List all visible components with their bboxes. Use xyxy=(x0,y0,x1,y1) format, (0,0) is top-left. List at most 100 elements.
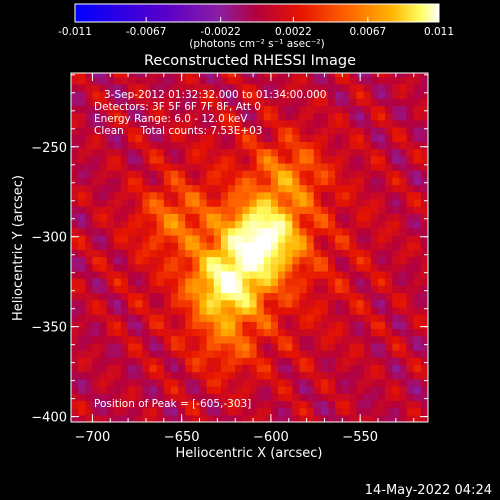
heatmap-cell xyxy=(163,98,172,106)
heatmap-cell xyxy=(235,407,243,416)
heatmap-cell xyxy=(128,148,136,157)
heatmap-cell xyxy=(263,357,272,366)
heatmap-cell xyxy=(220,98,229,106)
heatmap-cell xyxy=(413,83,422,92)
heatmap-cell xyxy=(256,306,265,315)
heatmap-cell xyxy=(235,357,243,366)
heatmap-cell xyxy=(199,386,208,394)
heatmap-cell xyxy=(413,342,422,351)
heatmap-cell xyxy=(320,256,329,265)
heatmap-cell xyxy=(199,242,208,250)
heatmap-cell xyxy=(106,213,115,222)
heatmap-cell xyxy=(292,357,301,366)
heatmap-cell xyxy=(292,414,301,422)
heatmap-cell xyxy=(92,184,101,193)
heatmap-cell xyxy=(313,249,322,258)
heatmap-cell xyxy=(228,83,236,92)
heatmap-cell xyxy=(335,278,343,286)
heatmap-cell xyxy=(263,155,272,164)
heatmap-cell xyxy=(185,328,193,337)
heatmap-cell xyxy=(413,371,422,380)
heatmap-cell xyxy=(349,242,358,250)
heatmap-cell xyxy=(135,263,143,272)
heatmap-cell xyxy=(156,393,165,402)
heatmap-cell xyxy=(392,112,401,121)
heatmap-cell xyxy=(399,148,408,157)
heatmap-cell xyxy=(163,83,172,92)
heatmap-cell xyxy=(413,206,422,214)
heatmap-cell xyxy=(220,285,229,294)
heatmap-cell xyxy=(106,292,115,301)
heatmap-cell xyxy=(228,198,236,207)
heatmap-cell xyxy=(299,83,308,92)
heatmap-cell xyxy=(78,292,86,301)
heatmap-cell xyxy=(128,414,136,422)
heatmap-cell xyxy=(292,170,301,178)
plot-frame xyxy=(70,72,429,423)
heatmap-cell xyxy=(178,220,186,229)
heatmap-cell xyxy=(235,90,243,99)
heatmap-cell xyxy=(235,386,243,394)
heatmap-cell xyxy=(370,299,379,308)
heatmap-cell xyxy=(149,278,158,286)
heatmap-cell xyxy=(285,357,293,366)
heatmap-cell xyxy=(342,83,351,92)
heatmap-cell xyxy=(342,220,351,229)
heatmap-cell xyxy=(363,285,372,294)
heatmap-cell xyxy=(320,357,329,366)
heatmap-cell xyxy=(320,299,329,308)
heatmap-cell xyxy=(285,393,293,402)
heatmap-cell xyxy=(92,285,101,294)
heatmap-cell xyxy=(342,126,351,135)
heatmap-cell xyxy=(378,141,386,150)
heatmap-cell xyxy=(228,98,236,106)
heatmap-cell xyxy=(392,155,401,164)
heatmap-cell xyxy=(306,292,315,301)
heatmap-cell xyxy=(149,314,158,322)
heatmap-cell xyxy=(228,335,236,344)
heatmap-cell xyxy=(242,386,251,394)
heatmap-cell xyxy=(178,227,186,236)
heatmap-cell xyxy=(399,357,408,366)
heatmap-cell xyxy=(85,321,94,330)
heatmap-cell xyxy=(299,386,308,394)
heatmap-cell xyxy=(249,342,258,351)
heatmap-cell xyxy=(406,393,415,402)
heatmap-cell xyxy=(263,414,272,422)
heatmap-cell xyxy=(420,335,428,344)
heatmap-cell xyxy=(306,73,315,78)
heatmap-cell xyxy=(378,227,386,236)
heatmap-cell xyxy=(263,342,272,351)
heatmap-cell xyxy=(163,249,172,258)
heatmap-cell xyxy=(71,242,79,250)
heatmap-cell xyxy=(420,378,428,387)
heatmap-cell xyxy=(399,350,408,358)
heatmap-cell xyxy=(378,328,386,337)
heatmap-cell xyxy=(420,256,428,265)
heatmap-cell xyxy=(71,227,79,236)
heatmap-cell xyxy=(85,170,94,178)
heatmap-cell xyxy=(206,299,215,308)
heatmap-cell xyxy=(399,126,408,135)
heatmap-cell xyxy=(270,314,279,322)
heatmap-cell xyxy=(292,242,301,250)
heatmap-cell xyxy=(378,393,386,402)
heatmap-cell xyxy=(328,191,336,200)
heatmap-cell xyxy=(106,263,115,272)
heatmap-cell xyxy=(99,386,108,394)
heatmap-cell xyxy=(85,76,94,85)
heatmap-cell xyxy=(106,270,115,279)
heatmap-cell xyxy=(99,162,108,171)
heatmap-cell xyxy=(299,393,308,402)
heatmap-cell xyxy=(306,126,315,135)
heatmap-cell xyxy=(178,292,186,301)
heatmap-cell xyxy=(235,134,243,142)
heatmap-cell xyxy=(256,112,265,121)
heatmap-cell xyxy=(192,177,201,186)
heatmap-cell xyxy=(99,155,108,164)
heatmap-cell xyxy=(113,98,122,106)
heatmap-cell xyxy=(78,378,86,387)
heatmap-cell xyxy=(128,105,136,114)
heatmap-cell xyxy=(278,342,286,351)
heatmap-cell xyxy=(328,206,336,214)
